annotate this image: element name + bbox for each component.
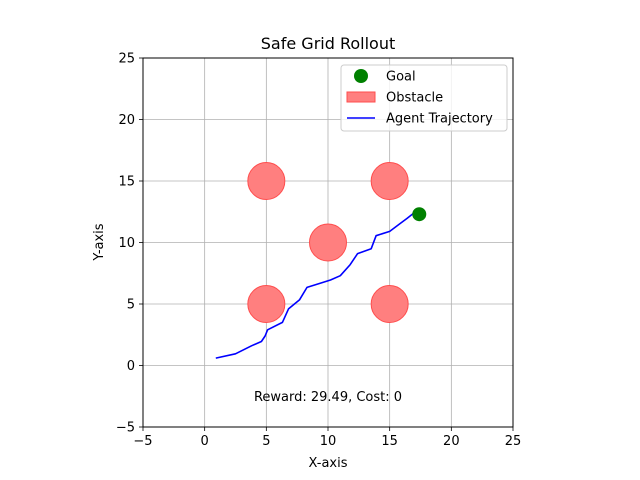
reward-cost-annotation: Reward: 29.49, Cost: 0 — [254, 390, 402, 405]
legend-obstacle-label: Obstacle — [386, 91, 443, 106]
x-axis-label: X-axis — [309, 456, 348, 471]
goal-marker — [412, 207, 427, 222]
legend-trajectory-label: Agent Trajectory — [386, 112, 493, 127]
y-tick-label: 5 — [127, 298, 135, 313]
x-tick-label: 25 — [505, 434, 522, 449]
legend-goal-label: Goal — [386, 70, 416, 85]
y-tick-label: 15 — [118, 175, 135, 190]
y-tick-label: 20 — [118, 113, 135, 128]
trajectory-line — [215, 212, 414, 359]
x-tick-label: 10 — [320, 434, 337, 449]
legend-goal-marker — [354, 69, 368, 83]
legend-box — [340, 64, 508, 132]
obstacle-circle — [247, 285, 286, 323]
obstacle-circle — [370, 162, 409, 200]
y-tick-label: −5 — [116, 421, 135, 436]
y-tick-label: 10 — [118, 236, 135, 251]
legend: Goal Obstacle Agent Trajectory — [340, 64, 508, 132]
y-axis-label: Y-axis — [92, 223, 107, 261]
obstacle-circle — [370, 285, 409, 323]
obstacle-circle — [247, 162, 286, 200]
legend-obstacle-patch — [346, 91, 376, 103]
obstacles — [247, 162, 409, 323]
y-tick-label: 0 — [127, 359, 135, 374]
x-tick-label: 20 — [443, 434, 460, 449]
chart-title: Safe Grid Rollout — [261, 34, 395, 53]
x-tick-label: 0 — [201, 434, 209, 449]
obstacle-circle — [309, 223, 347, 262]
ticks: −5 0 5 10 15 20 25 −5 0 5 10 15 20 25 — [116, 52, 521, 450]
x-tick-label: −5 — [133, 434, 152, 449]
x-tick-label: 5 — [262, 434, 270, 449]
goal — [412, 207, 427, 222]
y-tick-label: 25 — [118, 52, 135, 67]
x-tick-label: 15 — [381, 434, 398, 449]
trajectory — [215, 212, 414, 359]
